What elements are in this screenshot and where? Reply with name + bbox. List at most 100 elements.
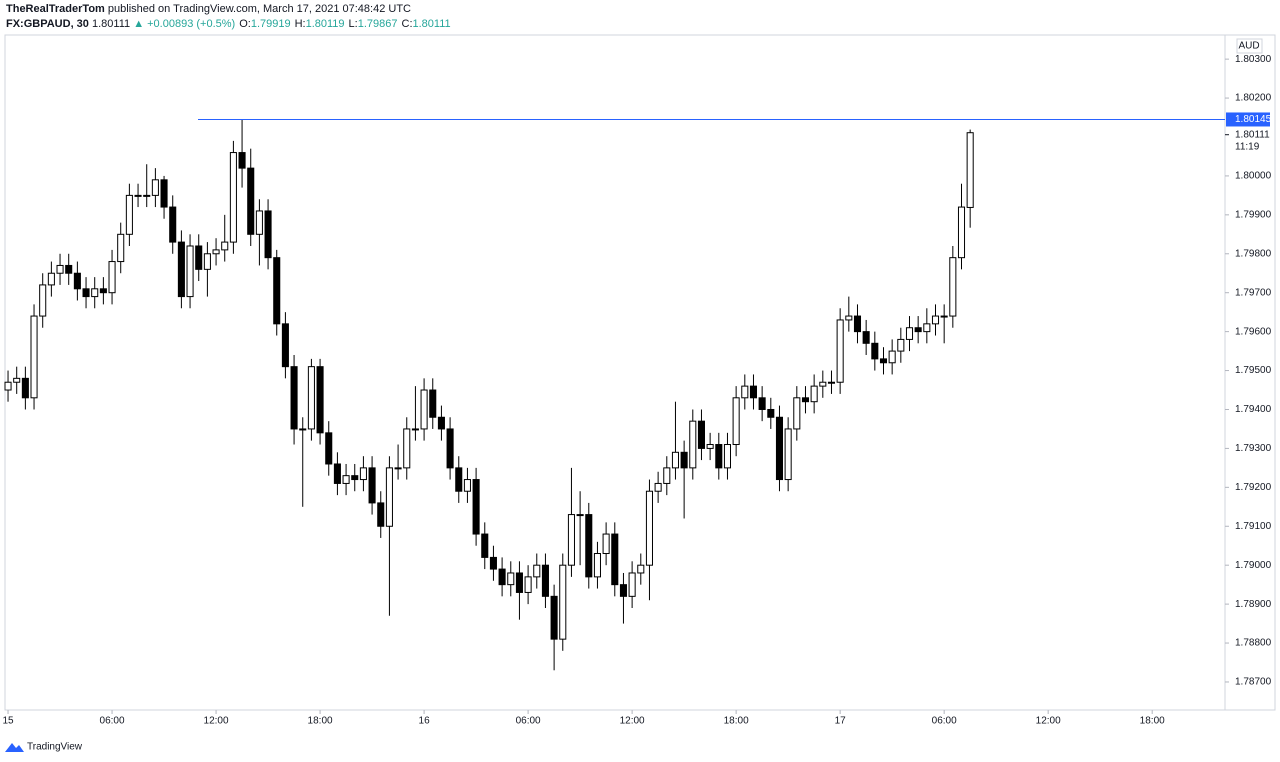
- candle-body: [47, 272, 55, 286]
- candle-body: [82, 288, 90, 298]
- candle-body: [351, 475, 359, 481]
- y-tick-label: 1.78900: [1235, 599, 1272, 610]
- candle-body: [325, 432, 333, 465]
- candle-body: [56, 264, 64, 274]
- candle-body: [645, 490, 653, 566]
- candle-body: [767, 408, 775, 418]
- y-tick-label: 1.79700: [1235, 287, 1272, 298]
- candle-body: [307, 366, 315, 430]
- countdown: 11:19: [1235, 141, 1260, 152]
- x-tick-label: 06:00: [100, 716, 125, 727]
- y-tick-label: 1.79000: [1235, 560, 1272, 571]
- candle-body: [229, 152, 237, 243]
- candle-body: [671, 451, 679, 469]
- x-tick-label: 12:00: [1036, 716, 1061, 727]
- y-tick-label: 1.79300: [1235, 443, 1272, 454]
- candle-body: [368, 467, 376, 504]
- candle-body: [13, 377, 21, 383]
- candle-body: [212, 249, 220, 255]
- y-tick-label: 1.80000: [1235, 171, 1272, 182]
- ohlc-key: O:: [239, 18, 251, 30]
- candle-body: [316, 366, 324, 434]
- candle-body: [654, 482, 662, 492]
- candle-body: [541, 564, 549, 597]
- candle-body: [169, 206, 177, 243]
- candle-body: [507, 572, 515, 586]
- candle-body: [515, 572, 523, 593]
- candle-body: [949, 257, 957, 317]
- y-tick-label: 1.78800: [1235, 638, 1272, 649]
- candle-body: [784, 428, 792, 481]
- candle-body: [871, 342, 879, 360]
- candle-body: [221, 241, 229, 251]
- x-tick-label: 18:00: [724, 716, 749, 727]
- candle-body: [914, 327, 922, 333]
- price: 1.80111: [92, 18, 130, 30]
- candle-body: [125, 194, 133, 235]
- x-tick-label: 12:00: [620, 716, 645, 727]
- candle-body: [429, 389, 437, 418]
- ohlc-key: C:: [402, 18, 413, 30]
- candle-body: [290, 366, 298, 430]
- candle-body: [940, 315, 948, 318]
- candle-body: [203, 253, 211, 270]
- candle-body: [611, 533, 619, 586]
- candle-body: [585, 514, 593, 578]
- candle-body: [663, 467, 671, 484]
- candle-body: [680, 451, 688, 469]
- x-tick-label: 18:00: [308, 716, 333, 727]
- candle-body: [602, 533, 610, 555]
- candle-body: [437, 416, 445, 430]
- level-label-box: [1226, 112, 1270, 127]
- candle-body: [403, 428, 411, 469]
- x-tick-label: 15: [2, 716, 14, 727]
- y-tick-label: 1.79600: [1235, 326, 1272, 337]
- candle-body: [463, 479, 471, 492]
- candle-body: [281, 323, 289, 368]
- y-tick-label: 1.79500: [1235, 365, 1272, 376]
- price-axis-frame: [1224, 34, 1276, 711]
- currency: AUD: [1238, 41, 1259, 52]
- candle-body: [481, 533, 489, 558]
- candle-body: [827, 381, 836, 384]
- candle-body: [273, 257, 281, 325]
- author: TheRealTraderTom: [6, 3, 105, 15]
- candle-body: [73, 272, 81, 290]
- candle-body: [299, 428, 307, 431]
- candle-body: [845, 315, 853, 321]
- candle-body: [247, 167, 255, 235]
- header-line1: TheRealTraderTom published on TradingVie…: [6, 3, 411, 15]
- candle-body: [420, 389, 428, 430]
- x-tick-label: 16: [419, 716, 431, 727]
- candle-body: [143, 194, 151, 197]
- candle-body: [619, 584, 627, 597]
- candle-body: [862, 331, 870, 344]
- x-tick-label: 12:00: [204, 716, 229, 727]
- x-tick-label: 06:00: [932, 716, 957, 727]
- candle-body: [134, 194, 142, 197]
- ohlc-value: 1.79867: [358, 18, 398, 30]
- candle-body: [706, 444, 714, 449]
- x-tick-label: 17: [835, 716, 847, 727]
- candle-body: [897, 338, 905, 352]
- candle-body: [836, 319, 844, 383]
- y-tick-label: 1.79100: [1235, 521, 1272, 532]
- candle-body: [411, 428, 419, 431]
- candle-body: [732, 397, 740, 446]
- candle-body: [99, 288, 107, 294]
- ohlc-key: H:: [295, 18, 306, 30]
- candle-body: [4, 381, 12, 391]
- candle-body: [801, 397, 810, 403]
- candle-body: [255, 210, 263, 235]
- candle-body: [957, 206, 966, 259]
- candle-body: [758, 397, 766, 410]
- candle-body: [559, 564, 567, 640]
- candle-body: [472, 479, 480, 535]
- candle-body: [741, 385, 749, 399]
- candle-body: [550, 595, 558, 640]
- candle-body: [489, 556, 497, 570]
- candle-body: [264, 210, 272, 259]
- candle-body: [195, 245, 203, 270]
- candle-body: [333, 463, 341, 484]
- candle-body: [533, 564, 541, 578]
